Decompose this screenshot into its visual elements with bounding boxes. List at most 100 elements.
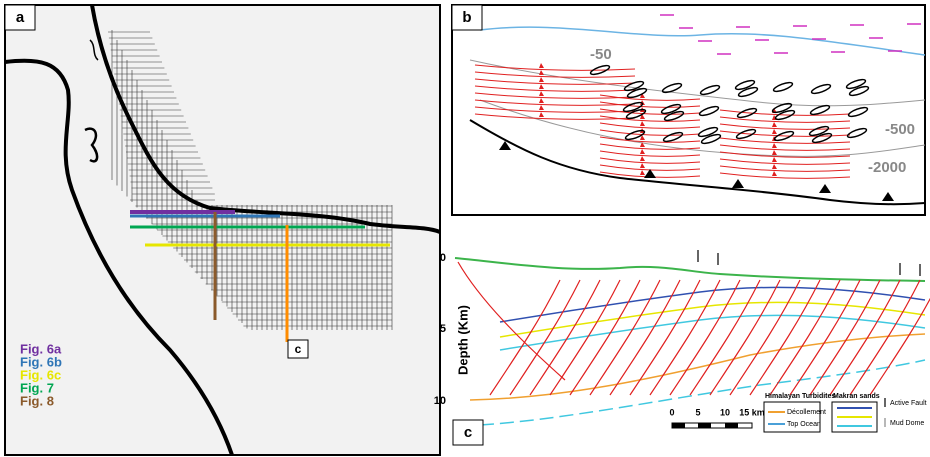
seafloor	[454, 257, 926, 282]
thrust	[599, 143, 701, 150]
scale-bar: 0 5 10 15 km	[669, 407, 765, 429]
mud-structure	[622, 101, 644, 113]
mud-structure	[699, 84, 721, 96]
thrust	[599, 94, 701, 101]
mud-structure	[737, 86, 759, 98]
thrust	[719, 144, 851, 151]
thrust-tooth	[539, 112, 544, 117]
legend-item: Mud Dome	[890, 420, 924, 427]
thrust	[719, 172, 851, 179]
thrust	[719, 137, 851, 144]
mud-structure	[772, 81, 794, 93]
front-tooth	[819, 184, 831, 193]
thrust-tooth	[539, 77, 544, 82]
fault	[669, 279, 741, 396]
thrust-tooth	[640, 93, 645, 98]
fault	[809, 279, 881, 396]
thrust	[599, 122, 701, 129]
thrust	[719, 116, 851, 123]
section-label: c	[295, 342, 302, 356]
thrust	[599, 129, 701, 136]
legend-item: Fig. 6c	[20, 367, 61, 382]
thrust-tooth	[640, 142, 645, 147]
legend: Himalayan Turbidites Décollement Top Oce…	[763, 393, 927, 433]
mud-structure	[626, 87, 648, 99]
thrust-tooth	[640, 149, 645, 154]
fault	[589, 279, 661, 396]
seismic-interpretation	[454, 250, 930, 426]
thrust	[719, 123, 851, 130]
label-box	[287, 339, 309, 359]
fault	[729, 279, 801, 396]
thrust-faults	[474, 14, 921, 201]
front-tooth	[882, 192, 894, 201]
thrust-tooth	[772, 129, 777, 134]
thrust-tooth	[640, 156, 645, 161]
mud-structure	[662, 131, 684, 143]
coastline	[84, 127, 99, 163]
mud-structure	[661, 82, 683, 94]
thrust-tooth	[640, 114, 645, 119]
legend-item: Décollement	[787, 409, 826, 416]
mud-structure	[845, 78, 867, 90]
coastline	[89, 39, 99, 61]
thrust	[599, 108, 701, 115]
mud-structure	[663, 110, 685, 122]
thrust-tooth	[772, 143, 777, 148]
mud-structure	[771, 102, 793, 114]
thrust-tooth	[539, 91, 544, 96]
thrust	[719, 130, 851, 137]
thrust	[599, 115, 701, 122]
depth-tick: 10	[434, 395, 446, 407]
label-box	[4, 4, 36, 31]
depth-tick: 0	[440, 252, 446, 264]
legend-title: Makran sands	[833, 393, 880, 400]
horizon	[499, 301, 926, 338]
legend-item: Fig. 6a	[20, 341, 62, 356]
scale-label: 15 km	[739, 407, 765, 417]
deformation-front	[469, 119, 926, 206]
thrust-tooth	[640, 170, 645, 175]
fault	[829, 279, 901, 396]
contour-label: -2000	[868, 159, 906, 176]
contour-label: -500	[885, 121, 915, 138]
thrust-tooth	[772, 164, 777, 169]
fault	[689, 279, 761, 396]
mud-structure	[811, 132, 833, 144]
front-tooth	[644, 169, 656, 178]
thrust	[719, 158, 851, 165]
thrust	[599, 157, 701, 164]
legend-item: Fig. 6b	[20, 354, 62, 369]
contour	[469, 59, 926, 107]
fault	[509, 279, 581, 396]
horizon	[499, 286, 926, 323]
legend-item: Fig. 7	[20, 380, 54, 395]
thrust	[599, 150, 701, 157]
mud-structure	[623, 80, 645, 92]
decollement	[469, 333, 926, 401]
mud-structure	[810, 83, 832, 95]
thrust-tooth	[640, 135, 645, 140]
thrust-tooth	[640, 121, 645, 126]
fault	[489, 279, 561, 396]
panel-b	[451, 4, 926, 216]
thrust-tooth	[772, 157, 777, 162]
panel-label: b	[462, 9, 471, 26]
panel-label: c	[464, 424, 472, 441]
horizon	[499, 314, 926, 351]
thrust	[474, 64, 636, 71]
fault	[609, 279, 681, 396]
mud-structure	[773, 130, 795, 142]
thrust-tooth	[772, 150, 777, 155]
thrust-tooth	[539, 84, 544, 89]
mud-structure	[847, 106, 869, 118]
thrust-tooth	[772, 122, 777, 127]
mud-structure	[700, 133, 722, 145]
mud-structure	[846, 127, 868, 139]
front-tooth	[732, 179, 744, 188]
mud-structure	[736, 107, 758, 119]
mud-structure	[698, 105, 720, 117]
thrust	[719, 151, 851, 158]
fault	[629, 279, 701, 396]
